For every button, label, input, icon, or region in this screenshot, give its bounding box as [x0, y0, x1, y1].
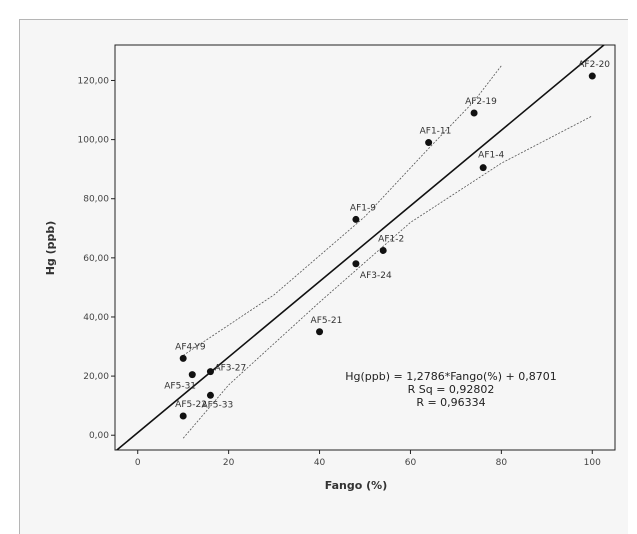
data-point: [352, 215, 360, 223]
y-tick-label: 20,00: [83, 372, 109, 382]
data-point-label: AF1-2: [378, 234, 404, 244]
data-point-label: AF5-33: [201, 400, 233, 410]
y-tick-label: 0,00: [89, 431, 109, 441]
y-axis: 0,00 20,00 40,00 60,00 80,00 100,00 120,00: [78, 76, 115, 441]
data-point: [470, 109, 478, 117]
data-point: [179, 412, 187, 420]
data-point: [352, 260, 360, 268]
y-tick-label: 80,00: [83, 195, 109, 205]
data-point-label: AF3-24: [360, 271, 392, 281]
y-tick-label: 40,00: [83, 313, 109, 323]
x-axis: 0 20 40 60 80 100: [135, 450, 601, 468]
x-tick-label: 40: [314, 458, 326, 468]
data-point-label: AF4-Y9: [175, 342, 206, 352]
data-point-label: AF1-4: [478, 151, 504, 161]
data-point-label: AF5-21: [311, 316, 343, 326]
data-point-label: AF2-19: [465, 97, 497, 107]
x-tick-label: 100: [584, 458, 601, 468]
upper-confidence-band: [182, 65, 502, 356]
data-point: [425, 139, 433, 147]
data-points: AF2-20 AF2-19 AF1-11 AF1-4 AF1-9 AF1-2 AF3-24 A…: [164, 60, 610, 420]
data-point-label: AF1-9: [350, 203, 376, 213]
data-point: [188, 371, 196, 379]
y-tick-label: 60,00: [83, 254, 109, 264]
r-text: R = 0,96334: [416, 396, 485, 409]
y-tick-label: 120,00: [78, 76, 110, 86]
lower-confidence-band: [182, 115, 593, 439]
x-tick-label: 80: [496, 458, 508, 468]
regression-equation: Hg(ppb) = 1,2786*Fango(%) + 0,8701: [345, 370, 556, 383]
x-tick-label: 20: [223, 458, 235, 468]
fit-lines: [115, 45, 606, 450]
data-point: [479, 164, 487, 172]
data-point: [179, 354, 187, 362]
data-point-label: AF3-27: [214, 364, 246, 374]
x-axis-title: Fango (%): [325, 479, 387, 492]
data-point: [206, 368, 214, 376]
data-point-label: AF5-22: [175, 400, 207, 410]
regression-line: [115, 45, 606, 450]
data-point: [316, 328, 324, 336]
y-tick-label: 100,00: [78, 136, 110, 146]
data-point: [588, 72, 596, 80]
data-point-label: AF1-11: [420, 127, 452, 137]
data-point: [206, 391, 214, 399]
r-squared-text: R Sq = 0,92802: [408, 383, 495, 396]
data-point-label: AF2-20: [578, 60, 610, 70]
y-axis-title: Hg (ppb): [44, 221, 57, 276]
x-tick-label: 0: [135, 458, 141, 468]
data-point-label: AF5-31: [164, 382, 196, 392]
data-point: [379, 246, 387, 254]
x-tick-label: 60: [405, 458, 417, 468]
